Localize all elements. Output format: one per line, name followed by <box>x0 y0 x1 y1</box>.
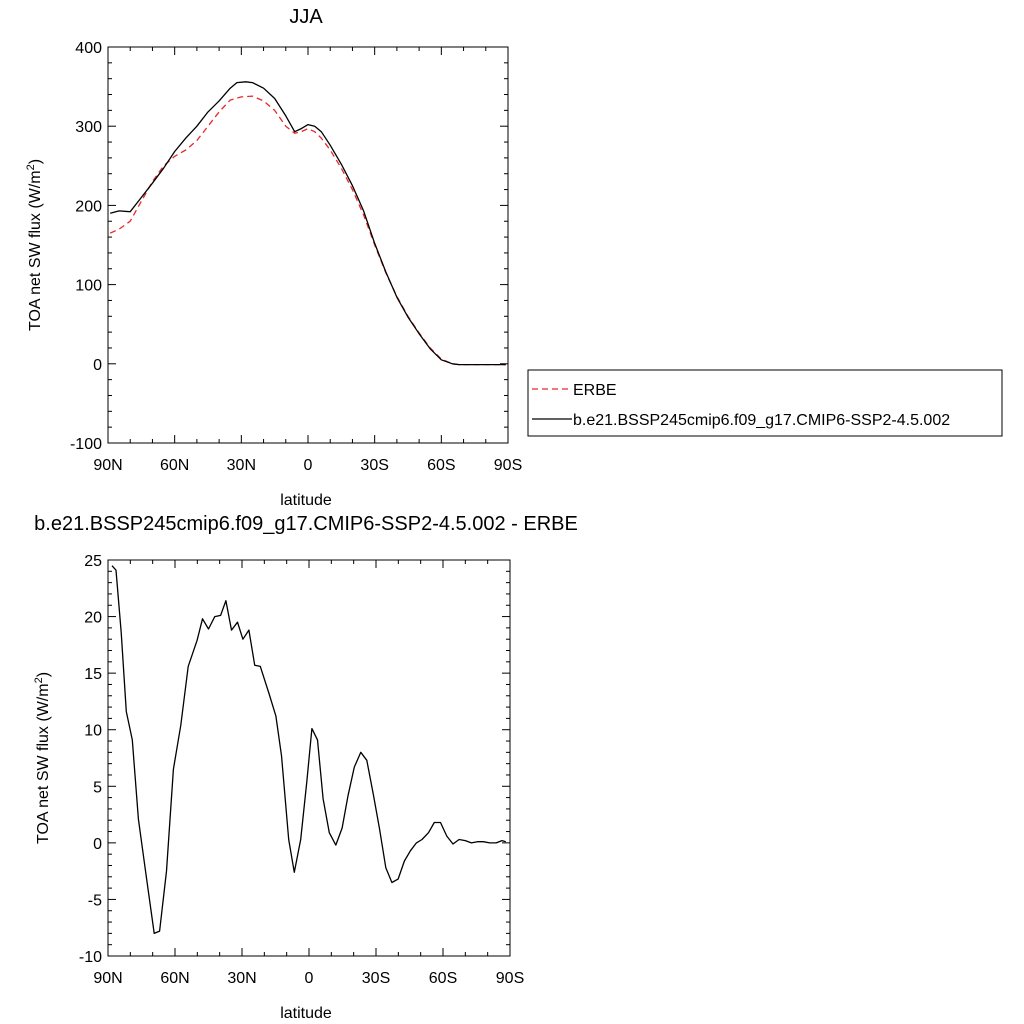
bottom-x-axis-label: latitude <box>280 1005 332 1022</box>
top-y-tick-label: -100 <box>70 436 102 453</box>
bottom-x-tick-label: 0 <box>305 970 314 987</box>
bottom-y-tick-label: 25 <box>84 553 102 570</box>
top-x-axis-label: latitude <box>280 492 332 509</box>
top-y-axis-label-main: TOA net SW flux (W/m <box>27 170 44 331</box>
bottom-y-tick-label: 10 <box>84 723 102 740</box>
legend-label-erbe: ERBE <box>573 382 617 399</box>
bottom-series-line-difference <box>111 565 506 935</box>
top-x-tick-label: 60S <box>427 457 455 474</box>
bottom-x-tick-label: 90N <box>93 970 122 987</box>
bottom-y-axis-label-tail: ) <box>35 672 52 677</box>
bottom-y-tick-label: 20 <box>84 610 102 627</box>
bottom-y-tick-label: -10 <box>79 949 102 966</box>
bottom-x-tick-label: 30S <box>362 970 390 987</box>
top-y-axis-label: TOA net SW flux (W/m2) <box>25 159 44 331</box>
bottom-plot-area: -10 -5 0 5 10 15 20 25 90N 60N 30N 0 30S 60S 90S <box>79 553 524 987</box>
top-chart-title: JJA <box>289 6 323 28</box>
top-series-line-erbe <box>109 95 506 366</box>
top-y-tick-label: 300 <box>75 119 102 136</box>
bottom-y-tick-label: -5 <box>88 892 102 909</box>
top-series-line-model <box>110 81 506 366</box>
top-x-tick-label: 0 <box>304 457 313 474</box>
bottom-plot-frame <box>107 559 511 957</box>
bottom-y-axis-label-sup: 2 <box>33 677 45 683</box>
bottom-y-tick-label: 15 <box>84 666 102 683</box>
top-y-axis-label-sup: 2 <box>25 164 37 170</box>
top-plot-frame <box>107 46 509 444</box>
top-y-axis-label-tail: ) <box>27 159 44 164</box>
top-y-tick-label: 0 <box>93 357 102 374</box>
bottom-y-tick-label: 5 <box>93 779 102 796</box>
top-y-tick-label: 200 <box>75 198 102 215</box>
top-x-tick-label: 60N <box>160 457 189 474</box>
bottom-x-tick-label: 60S <box>429 970 457 987</box>
top-plot-area: -100 0 100 200 300 400 90N 60N 30N 0 30S 60S 90S <box>70 40 522 474</box>
bottom-x-tick-label: 30N <box>227 970 256 987</box>
legend-label-model: b.e21.BSSP245cmip6.f09_g17.CMIP6-SSP2-4.… <box>573 412 950 429</box>
legend-box <box>527 369 1003 437</box>
bottom-x-tick-label: 60N <box>160 970 189 987</box>
top-y-tick-label: 100 <box>75 278 102 295</box>
bottom-x-tick-label: 90S <box>496 970 524 987</box>
bottom-y-tick-label: 0 <box>93 836 102 853</box>
top-x-tick-label: 90S <box>494 457 522 474</box>
top-x-tick-label: 30S <box>360 457 388 474</box>
top-panel: JJA -100 0 100 200 300 400 90N 60N 30N 0 30S 60S 90S… <box>25 6 522 509</box>
top-y-tick-label: 400 <box>75 40 102 57</box>
bottom-y-axis-label: TOA net SW flux (W/m2) <box>33 672 52 844</box>
bottom-panel: b.e21.BSSP245cmip6.f09_g17.CMIP6-SSP2-4.… <box>33 513 578 1022</box>
legend: ERBE b.e21.BSSP245cmip6.f09_g17.CMIP6-SS… <box>527 369 1003 437</box>
top-x-tick-label: 30N <box>227 457 256 474</box>
bottom-y-axis-label-main: TOA net SW flux (W/m <box>35 683 52 844</box>
bottom-chart-title: b.e21.BSSP245cmip6.f09_g17.CMIP6-SSP2-4.… <box>34 513 578 535</box>
top-x-tick-label: 90N <box>93 457 122 474</box>
